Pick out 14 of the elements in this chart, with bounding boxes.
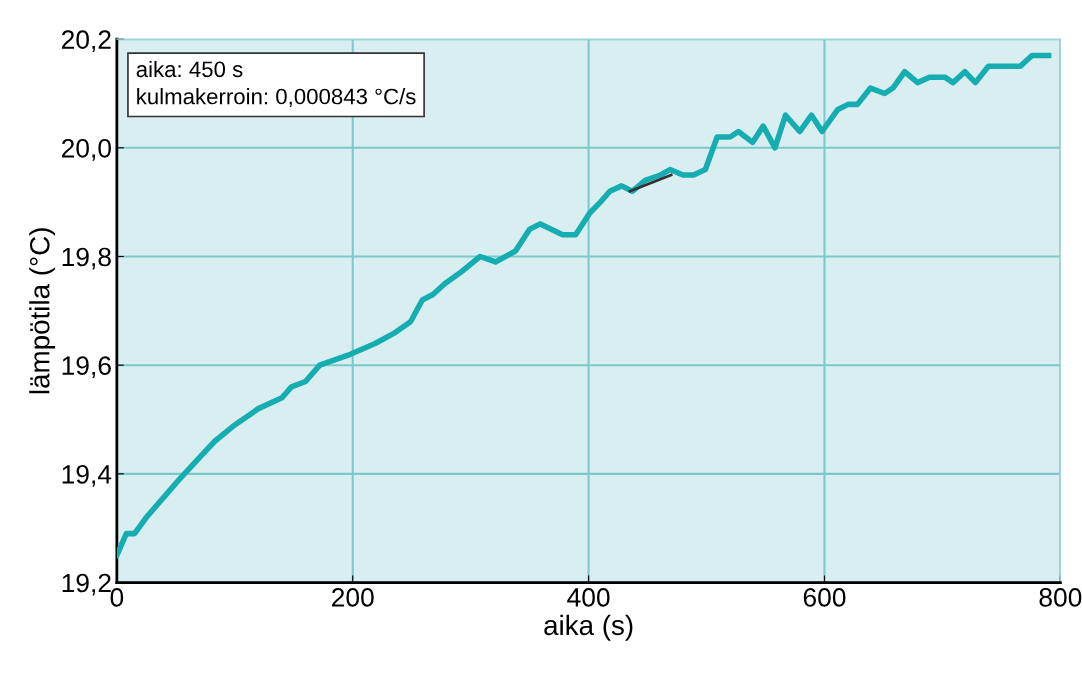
x-tick-label: 200 <box>332 588 374 607</box>
x-tick-label: 400 <box>567 588 610 607</box>
annotation: aika: 450 s kulmakerroin: 0,000843 °C/s <box>136 60 416 107</box>
y-tick-label: 20,2 <box>61 30 111 53</box>
y-tick-label: 20,0 <box>61 138 111 161</box>
y-tick-label: 19,6 <box>62 356 111 379</box>
x-tick-label: 800 <box>1039 588 1082 607</box>
y-tick-label: 19,8 <box>62 247 111 270</box>
x-tick-label: 0 <box>110 588 124 607</box>
y-tick-label: 19,2 <box>62 573 111 596</box>
x-tick-label: 600 <box>803 588 846 607</box>
y-tick-label: 19,4 <box>62 464 112 487</box>
y-axis-title: lämpötila (°C) <box>29 228 56 394</box>
x-axis-title: aika (s) <box>544 614 633 641</box>
